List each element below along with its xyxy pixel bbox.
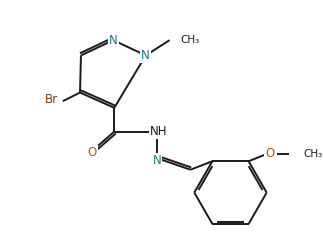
Text: Br: Br xyxy=(45,93,58,106)
Text: CH₃: CH₃ xyxy=(180,35,199,45)
Text: N: N xyxy=(153,154,162,167)
Text: O: O xyxy=(88,146,97,159)
Text: O: O xyxy=(265,147,274,160)
Text: CH₃: CH₃ xyxy=(304,149,323,159)
Text: N: N xyxy=(109,34,118,47)
Text: N: N xyxy=(141,49,150,62)
Text: NH: NH xyxy=(150,125,168,138)
